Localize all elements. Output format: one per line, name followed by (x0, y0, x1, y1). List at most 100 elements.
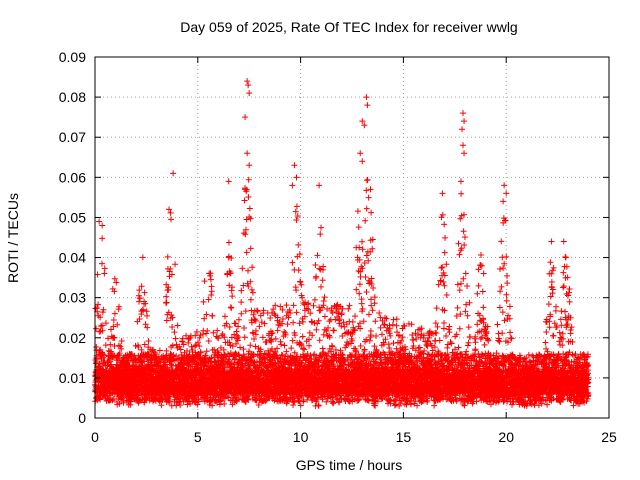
data-point (169, 314, 176, 321)
data-point (96, 328, 103, 335)
data-point (241, 197, 248, 204)
data-point (346, 302, 353, 309)
data-point (167, 216, 174, 223)
data-point (135, 344, 142, 351)
data-point (168, 271, 175, 278)
data-point (101, 352, 108, 359)
data-point (226, 324, 233, 331)
data-point (355, 224, 362, 231)
data-point (319, 345, 326, 352)
data-point (320, 297, 327, 304)
data-point (116, 303, 123, 310)
data-point (203, 330, 210, 337)
data-point (163, 293, 170, 300)
data-point (179, 335, 186, 342)
data-point (293, 203, 300, 210)
data-point (139, 254, 146, 261)
data-point (283, 348, 290, 355)
data-point (279, 315, 286, 322)
data-point (247, 342, 254, 349)
data-point (310, 302, 317, 309)
data-point (99, 235, 106, 242)
data-point (245, 176, 252, 183)
data-point (295, 267, 302, 274)
data-point (119, 395, 126, 402)
data-point (96, 395, 103, 402)
data-point (180, 341, 187, 348)
data-point (110, 316, 117, 323)
data-point (293, 309, 300, 316)
data-point (203, 348, 210, 355)
data-point (358, 263, 365, 270)
data-point (200, 298, 207, 305)
data-point (136, 295, 143, 302)
data-point (163, 299, 170, 306)
data-point (289, 259, 296, 266)
data-point (229, 293, 236, 300)
data-point (97, 314, 104, 321)
data-point (201, 278, 208, 285)
data-point (97, 323, 104, 330)
data-point (281, 342, 288, 349)
data-point (110, 323, 117, 330)
data-point (148, 359, 155, 366)
data-point (111, 288, 118, 295)
data-point (352, 313, 359, 320)
data-point (144, 324, 151, 331)
data-point (297, 279, 304, 286)
data-point (111, 334, 118, 341)
data-point (245, 194, 252, 201)
data-point (196, 343, 203, 350)
data-point (312, 262, 319, 269)
data-point (241, 334, 248, 341)
data-point (172, 335, 179, 342)
data-point (260, 307, 267, 314)
data-point (163, 299, 170, 306)
data-point (293, 217, 300, 224)
data-point (92, 305, 99, 312)
data-point (205, 338, 212, 345)
data-point (342, 344, 349, 351)
data-point (170, 352, 177, 359)
data-point (207, 276, 214, 283)
data-point (211, 346, 218, 353)
data-point (295, 241, 302, 248)
data-point (142, 321, 149, 328)
data-point (120, 399, 127, 406)
data-point (314, 320, 321, 327)
data-point (138, 359, 145, 366)
data-point (145, 338, 152, 345)
data-point (167, 350, 174, 357)
data-point (116, 350, 123, 357)
data-point (141, 289, 148, 296)
data-point (163, 317, 170, 324)
data-point (293, 287, 300, 294)
chart-title: Day 059 of 2025, Rate Of TEC Index for r… (180, 19, 517, 35)
data-point (347, 340, 354, 347)
data-point (177, 346, 184, 353)
data-point (136, 315, 143, 322)
data-point (356, 290, 363, 297)
data-point (158, 402, 165, 409)
data-point (318, 283, 325, 290)
data-point (118, 345, 125, 352)
data-point (101, 357, 108, 364)
data-point (165, 309, 172, 316)
data-point (345, 305, 352, 312)
data-point (111, 310, 118, 317)
data-point (239, 265, 246, 272)
data-point (110, 396, 117, 403)
data-point (308, 318, 315, 325)
data-point (357, 342, 364, 349)
data-point (95, 301, 102, 308)
data-point (246, 205, 253, 212)
data-point (326, 318, 333, 325)
data-point (114, 321, 121, 328)
data-point (311, 296, 318, 303)
data-point (165, 286, 172, 293)
data-point (290, 302, 297, 309)
data-point (176, 343, 183, 350)
data-point (115, 342, 122, 349)
data-point (94, 271, 101, 278)
